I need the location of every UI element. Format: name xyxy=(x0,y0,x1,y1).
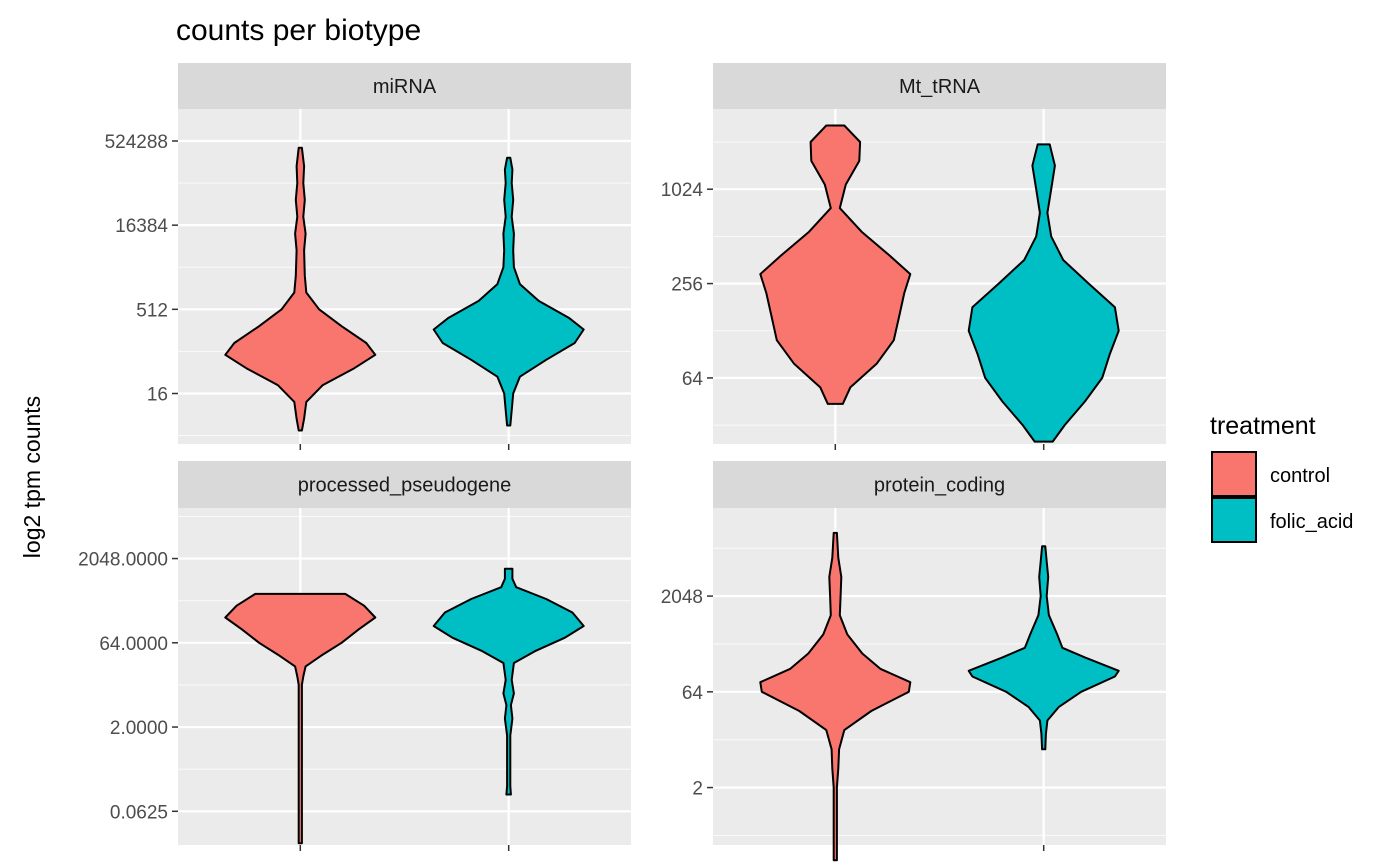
legend-label-control: control xyxy=(1270,465,1330,487)
violin-folic-acid xyxy=(967,545,1120,751)
violin-folic-acid xyxy=(432,156,585,427)
facet-mirna: miRNA 16 512 16384 524288 xyxy=(105,63,631,450)
violin-control xyxy=(759,531,912,862)
facet-strip xyxy=(178,63,631,109)
facet-processed-pseudogene: processed_pseudogene 0.0625 2.0000 64.0000 2… xyxy=(78,461,631,851)
panel-background xyxy=(178,508,631,845)
y-tick-label: 524288 xyxy=(105,132,168,153)
panel-background xyxy=(178,109,631,444)
y-tick-label: 2 xyxy=(692,779,703,800)
facet-strip-label: protein_coding xyxy=(874,475,1005,497)
y-tick-label: 64.0000 xyxy=(99,634,168,655)
y-tick-label: 0.0625 xyxy=(110,802,168,823)
y-tick-label: 512 xyxy=(136,300,168,321)
legend: treatment control folic_acid xyxy=(1210,412,1353,543)
violin-control xyxy=(224,146,377,432)
y-tick-label: 2048.0000 xyxy=(78,550,168,571)
legend-title: treatment xyxy=(1210,412,1316,440)
y-tick-label: 64 xyxy=(682,683,704,704)
facet-strip-label: Mt_tRNA xyxy=(899,76,981,98)
y-tick-label: 256 xyxy=(671,275,703,296)
facet-strip-label: miRNA xyxy=(373,76,437,98)
facet-strip-label: processed_pseudogene xyxy=(298,475,512,497)
facet-panels: miRNA 16 512 16384 524288 Mt_tRNA 64 256 1024 pro… xyxy=(78,63,1166,862)
legend-key-folic-acid xyxy=(1211,497,1257,543)
y-tick-label: 16 xyxy=(147,384,168,405)
chart-title: counts per biotype xyxy=(176,14,421,47)
facet-strip xyxy=(178,461,631,508)
y-tick-label: 1024 xyxy=(661,180,704,201)
y-tick-label: 16384 xyxy=(115,216,168,237)
violin-control xyxy=(759,124,912,405)
violin-folic-acid xyxy=(432,567,585,796)
y-tick-label: 2.0000 xyxy=(110,718,168,739)
y-axis-title: log2 tpm counts xyxy=(19,396,45,558)
facet-strip xyxy=(713,63,1166,109)
facet-protein-coding: protein_coding 2 64 2048 xyxy=(661,461,1166,862)
violin-folic-acid xyxy=(967,143,1120,443)
facet-strip xyxy=(713,461,1166,508)
y-tick-label: 2048 xyxy=(661,587,703,608)
legend-label-folic-acid: folic_acid xyxy=(1270,511,1353,533)
facet-mt-trna: Mt_tRNA 64 256 1024 xyxy=(661,63,1166,450)
legend-key-control xyxy=(1211,451,1257,497)
violin-control xyxy=(224,592,377,845)
y-tick-label: 64 xyxy=(682,369,704,390)
